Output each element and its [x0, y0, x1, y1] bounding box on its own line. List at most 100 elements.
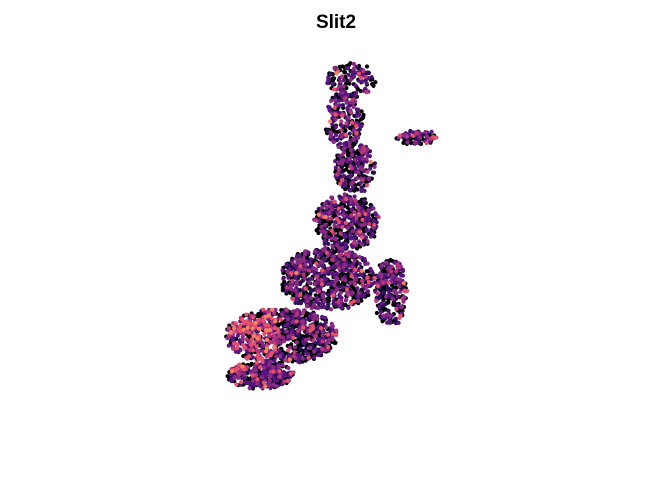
scatter-point: [319, 305, 325, 310]
scatter-point: [352, 236, 357, 241]
scatter-point: [338, 252, 344, 257]
scatter-point: [343, 183, 348, 188]
scatter-point: [294, 297, 299, 302]
scatter-point: [293, 288, 298, 293]
scatter-point: [285, 378, 290, 383]
scatter-point: [254, 360, 259, 365]
scatter-point: [280, 327, 285, 332]
scatter-point: [324, 325, 329, 330]
scatter-point: [308, 328, 313, 333]
scatter-point: [339, 134, 344, 139]
scatter-point: [350, 255, 355, 260]
scatter-point: [357, 229, 362, 234]
scatter-point: [320, 314, 325, 320]
scatter-point: [361, 145, 366, 150]
scatter-point: [348, 61, 353, 66]
scatter-point: [344, 124, 349, 129]
scatter-point: [340, 246, 345, 251]
scatter-point: [401, 268, 406, 273]
scatter-point: [400, 273, 406, 278]
scatter-point: [358, 88, 363, 94]
scatter-point: [344, 241, 349, 246]
scatter-point: [336, 299, 341, 305]
scatter-point: [355, 219, 360, 224]
scatter-point: [414, 131, 420, 136]
scatter-point: [256, 318, 261, 323]
scatter-point: [374, 298, 379, 303]
scatter-point: [280, 363, 285, 368]
scatter-point: [376, 215, 381, 220]
scatter-point: [232, 326, 237, 331]
scatter-point: [389, 264, 394, 269]
scatter-point: [398, 133, 403, 138]
scatter-point: [387, 320, 393, 325]
scatter-point: [233, 321, 238, 326]
scatter-point: [384, 260, 389, 265]
scatter-point: [393, 316, 398, 321]
scatter-point: [355, 286, 360, 291]
scatter-point: [389, 269, 394, 274]
scatter-point: [340, 113, 345, 118]
scatter-point: [268, 359, 273, 364]
scatter-point: [315, 316, 320, 321]
scatter-point: [339, 128, 344, 133]
scatter-point: [249, 343, 254, 348]
scatter-point: [348, 174, 353, 179]
scatter-point: [348, 188, 353, 193]
scatter-point: [257, 314, 262, 319]
scatter-point: [336, 206, 341, 211]
scatter-point: [339, 119, 344, 124]
scatter-point: [335, 172, 340, 177]
chart-title: Slit2: [315, 12, 357, 33]
scatter-point: [320, 205, 325, 210]
scatter-point: [354, 131, 359, 136]
scatter-point: [353, 157, 358, 162]
scatter-point: [339, 305, 345, 310]
scatter-point: [277, 333, 282, 338]
scatter-point: [383, 294, 389, 299]
scatter-point: [345, 225, 350, 230]
scatter-point: [344, 287, 350, 292]
scatter-point: [250, 373, 255, 378]
scatter-point: [367, 221, 372, 226]
scatter-point: [277, 354, 283, 359]
scatter-point: [363, 212, 368, 217]
scatter-point: [356, 161, 361, 166]
scatter-point: [354, 215, 359, 220]
scatter-point: [288, 284, 293, 289]
scatter-point: [293, 256, 298, 261]
scatter-point: [340, 178, 345, 183]
scatter-point: [352, 282, 358, 287]
scatter-point: [329, 228, 334, 233]
scatter-point: [296, 328, 301, 333]
scatter-point: [232, 375, 237, 380]
scatter-point: [333, 159, 338, 164]
scatter-point: [285, 269, 290, 274]
scatter-point: [372, 275, 377, 280]
scatter-point: [283, 358, 288, 363]
scatter-point: [287, 266, 292, 271]
scatter-point: [300, 310, 305, 316]
scatter-point: [255, 348, 260, 353]
scatter-point: [329, 321, 334, 326]
scatter-point: [250, 337, 255, 342]
scatter-point: [340, 64, 345, 69]
scatter-point: [347, 81, 352, 86]
scatter-point: [370, 281, 375, 286]
scatter-point: [304, 303, 310, 309]
scatter-point: [255, 381, 260, 386]
scatter-point: [328, 216, 333, 221]
scatter-point: [323, 222, 328, 227]
scatter-point: [306, 250, 311, 255]
scatter-point: [332, 220, 337, 225]
scatter-point: [251, 367, 256, 372]
scatter-point: [336, 98, 341, 103]
scatter-point: [344, 196, 349, 202]
scatter-point: [316, 352, 322, 357]
scatter-point: [330, 331, 335, 336]
scatter-point: [343, 162, 348, 168]
scatter-point: [308, 314, 313, 319]
scatter-point: [303, 337, 309, 342]
scatter-point: [226, 343, 231, 348]
scatter-point: [372, 161, 377, 166]
